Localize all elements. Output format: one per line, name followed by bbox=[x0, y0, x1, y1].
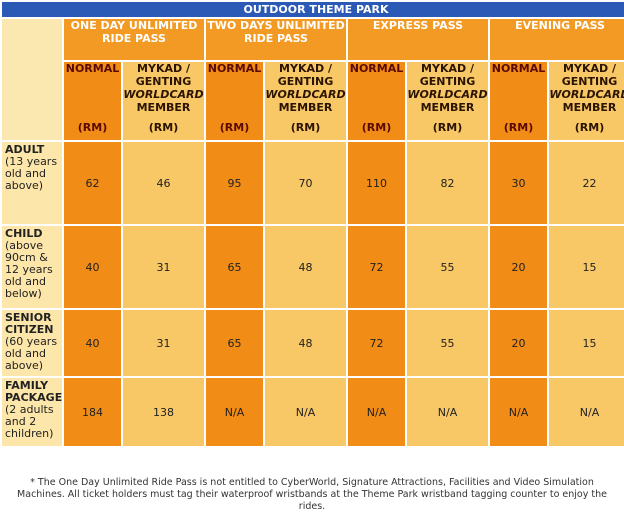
category-name: ADULT bbox=[5, 143, 45, 156]
price-cell: 31 bbox=[123, 310, 204, 376]
category-name: SENIOR CITIZEN bbox=[5, 311, 54, 336]
price-cell: 62 bbox=[64, 142, 121, 224]
price-cell: 110 bbox=[348, 142, 405, 224]
price-cell: 46 bbox=[123, 142, 204, 224]
price-cell: N/A bbox=[490, 378, 547, 446]
category-description: (above 90cm & 12 years old and below) bbox=[5, 239, 53, 300]
normal-label: NORMAL bbox=[207, 62, 262, 75]
subheader-normal: NORMAL (RM) bbox=[64, 62, 121, 140]
footnote: * The One Day Unlimited Ride Pass is not… bbox=[17, 477, 607, 512]
member-label-line4: MEMBER bbox=[562, 101, 617, 114]
currency-label: (RM) bbox=[503, 121, 534, 134]
member-label-line3: WORLDCARD bbox=[407, 88, 488, 101]
currency-label: (RM) bbox=[361, 121, 392, 134]
member-label-line1: MYKAD / bbox=[421, 62, 474, 75]
price-cell: 65 bbox=[206, 310, 263, 376]
price-table: OUTDOOR THEME PARK ONE DAY UNLIMITED RID… bbox=[2, 2, 624, 446]
row-label: SENIOR CITIZEN (60 years old and above) bbox=[2, 310, 62, 376]
price-cell: 22 bbox=[549, 142, 624, 224]
price-cell: 82 bbox=[407, 142, 488, 224]
price-cell: 55 bbox=[407, 226, 488, 308]
subheader-normal: NORMAL (RM) bbox=[348, 62, 405, 140]
member-label-line4: MEMBER bbox=[278, 101, 333, 114]
table-body: ADULT (13 years old and above) 62 46 95 70 110… bbox=[2, 142, 624, 446]
member-label-line2: GENTING bbox=[419, 75, 476, 88]
price-cell: N/A bbox=[206, 378, 263, 446]
member-label-line1: MYKAD / bbox=[563, 62, 616, 75]
pass-header-one-day: ONE DAY UNLIMITED RIDE PASS bbox=[64, 19, 204, 60]
row-label: CHILD (above 90cm & 12 years old and belo… bbox=[2, 226, 62, 308]
member-label-line2: GENTING bbox=[135, 75, 192, 88]
row-label: FAMILY PACKAGE (2 adults and 2 children) bbox=[2, 378, 62, 446]
price-cell: 95 bbox=[206, 142, 263, 224]
pass-header-two-days: TWO DAYS UNLIMITED RIDE PASS bbox=[206, 19, 346, 60]
category-name: FAMILY PACKAGE bbox=[5, 379, 63, 404]
table-row: FAMILY PACKAGE (2 adults and 2 children) 1… bbox=[2, 378, 624, 446]
price-cell: N/A bbox=[348, 378, 405, 446]
category-name: CHILD bbox=[5, 227, 43, 240]
currency-label: (RM) bbox=[290, 121, 321, 134]
member-label-line1: MYKAD / bbox=[279, 62, 332, 75]
price-cell: 184 bbox=[64, 378, 121, 446]
pass-header-express: EXPRESS PASS bbox=[348, 19, 488, 60]
normal-label: NORMAL bbox=[349, 62, 404, 75]
subheader-row: NORMAL (RM) MYKAD / GENTING WORLDCARD MEMBER(… bbox=[2, 62, 624, 140]
subheader-normal: NORMAL (RM) bbox=[490, 62, 547, 140]
currency-label: (RM) bbox=[574, 121, 605, 134]
currency-label: (RM) bbox=[148, 121, 179, 134]
price-cell: 40 bbox=[64, 310, 121, 376]
table-row: CHILD (above 90cm & 12 years old and belo… bbox=[2, 226, 624, 308]
price-cell: 65 bbox=[206, 226, 263, 308]
price-cell: 70 bbox=[265, 142, 346, 224]
subheader-member: MYKAD / GENTING WORLDCARD MEMBER (RM) bbox=[123, 62, 204, 140]
table-corner bbox=[2, 19, 62, 140]
normal-label: NORMAL bbox=[491, 62, 546, 75]
row-label: ADULT (13 years old and above) bbox=[2, 142, 62, 224]
price-cell: N/A bbox=[549, 378, 624, 446]
member-label-line3: WORLDCARD bbox=[549, 88, 624, 101]
category-description: (2 adults and 2 children) bbox=[5, 403, 54, 440]
price-cell: 15 bbox=[549, 310, 624, 376]
price-cell: 31 bbox=[123, 226, 204, 308]
price-cell: 15 bbox=[549, 226, 624, 308]
price-cell: 20 bbox=[490, 310, 547, 376]
price-cell: 72 bbox=[348, 226, 405, 308]
member-label-line1: MYKAD / bbox=[137, 62, 190, 75]
subheader-normal: NORMAL (RM) bbox=[206, 62, 263, 140]
table-row: ADULT (13 years old and above) 62 46 95 70 110… bbox=[2, 142, 624, 224]
member-label-line2: GENTING bbox=[561, 75, 618, 88]
subheader-member: MYKAD / GENTING WORLDCARD MEMBER (RM) bbox=[265, 62, 346, 140]
currency-label: (RM) bbox=[432, 121, 463, 134]
price-cell: 48 bbox=[265, 310, 346, 376]
price-cell: 40 bbox=[64, 226, 121, 308]
normal-label: NORMAL bbox=[65, 62, 120, 75]
member-label-line4: MEMBER bbox=[420, 101, 475, 114]
table-title: OUTDOOR THEME PARK bbox=[2, 2, 624, 17]
price-cell: 30 bbox=[490, 142, 547, 224]
member-label-line3: WORLDCARD bbox=[265, 88, 346, 101]
category-description: (13 years old and above) bbox=[5, 155, 58, 192]
currency-label: (RM) bbox=[77, 121, 108, 134]
member-label-line3: WORLDCARD bbox=[123, 88, 204, 101]
category-description: (60 years old and above) bbox=[5, 335, 58, 372]
price-cell: N/A bbox=[407, 378, 488, 446]
price-cell: N/A bbox=[265, 378, 346, 446]
member-label-line4: MEMBER bbox=[136, 101, 191, 114]
table-row: SENIOR CITIZEN (60 years old and above) 40… bbox=[2, 310, 624, 376]
currency-label: (RM) bbox=[219, 121, 250, 134]
member-label-line2: GENTING bbox=[277, 75, 334, 88]
subheader-member: MYKAD / GENTING WORLDCARD MEMBER (RM) bbox=[549, 62, 624, 140]
price-cell: 55 bbox=[407, 310, 488, 376]
price-cell: 48 bbox=[265, 226, 346, 308]
price-cell: 20 bbox=[490, 226, 547, 308]
pass-header-evening: EVENING PASS bbox=[490, 19, 624, 60]
subheader-member: MYKAD / GENTING WORLDCARD MEMBER (RM) bbox=[407, 62, 488, 140]
price-cell: 138 bbox=[123, 378, 204, 446]
price-cell: 72 bbox=[348, 310, 405, 376]
